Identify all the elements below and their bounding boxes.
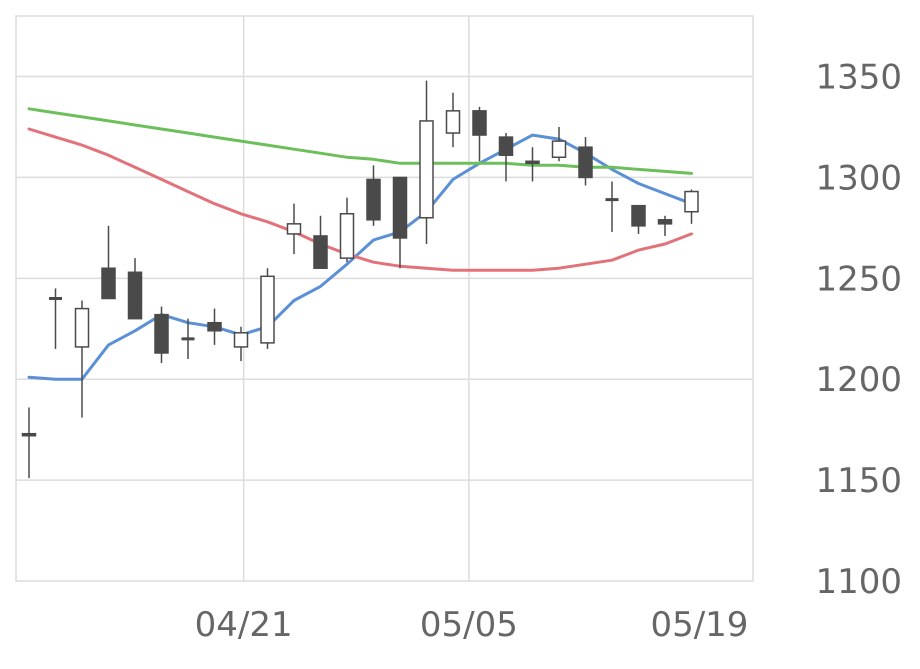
candle-4 bbox=[127, 258, 143, 320]
candle-15 bbox=[419, 80, 434, 245]
candle-1 bbox=[49, 288, 62, 349]
candle-body bbox=[233, 332, 249, 348]
candle-body bbox=[419, 120, 434, 219]
candlesticks bbox=[21, 80, 699, 479]
candle-body bbox=[21, 432, 37, 437]
candle-20 bbox=[551, 126, 567, 162]
series-line-1 bbox=[27, 127, 693, 272]
candle-6 bbox=[181, 318, 195, 360]
candle-body bbox=[154, 313, 169, 354]
candle-12 bbox=[339, 197, 355, 263]
candle-body bbox=[392, 176, 408, 239]
candle-body bbox=[657, 219, 673, 225]
candle-19 bbox=[525, 147, 540, 182]
candle-5 bbox=[154, 306, 169, 364]
candle-body bbox=[260, 275, 275, 344]
candle-body bbox=[498, 136, 514, 156]
y-tick-label: 1300 bbox=[815, 158, 902, 198]
y-tick-label: 1100 bbox=[815, 562, 902, 602]
y-tick-label: 1250 bbox=[815, 259, 902, 299]
candle-23 bbox=[631, 204, 646, 234]
y-axis-labels: 1350 1300 1250 1200 1150 1100 bbox=[815, 58, 902, 602]
candle-body bbox=[339, 213, 355, 259]
candle-22 bbox=[605, 181, 619, 232]
candle-body bbox=[49, 297, 62, 300]
candle-2 bbox=[74, 300, 90, 418]
candle-14 bbox=[392, 176, 408, 269]
candle-body bbox=[181, 337, 195, 341]
candle-24 bbox=[657, 215, 673, 236]
candle-body bbox=[366, 178, 381, 221]
candle-body bbox=[551, 140, 567, 159]
candle-body bbox=[127, 271, 143, 320]
candle-11 bbox=[313, 215, 328, 269]
candle-body bbox=[631, 204, 646, 227]
y-tick-label: 1350 bbox=[815, 58, 902, 98]
candle-body bbox=[445, 110, 461, 134]
candle-body bbox=[207, 321, 222, 332]
x-axis-labels: 04/21 05/05 05/19 bbox=[195, 605, 749, 645]
candle-body bbox=[313, 235, 328, 269]
candle-body bbox=[101, 267, 116, 300]
candle-25 bbox=[684, 189, 699, 224]
candle-7 bbox=[207, 308, 222, 345]
candle-18 bbox=[498, 133, 514, 182]
candle-8 bbox=[233, 326, 249, 362]
y-tick-label: 1200 bbox=[815, 360, 902, 400]
candle-0 bbox=[21, 407, 37, 479]
candle-body bbox=[472, 110, 487, 136]
x-tick-label: 04/21 bbox=[195, 605, 293, 645]
candle-16 bbox=[445, 92, 461, 148]
candle-body bbox=[286, 223, 302, 235]
plot-area bbox=[15, 15, 754, 582]
y-tick-label: 1150 bbox=[815, 461, 902, 501]
candle-body bbox=[684, 190, 699, 213]
x-tick-label: 05/05 bbox=[420, 605, 518, 645]
candle-body bbox=[578, 146, 593, 179]
candle-13 bbox=[366, 165, 381, 226]
candle-9 bbox=[260, 268, 275, 349]
candle-body bbox=[605, 198, 619, 202]
candle-21 bbox=[578, 137, 593, 186]
candle-17 bbox=[472, 106, 487, 162]
candle-body bbox=[525, 160, 540, 165]
candle-body bbox=[74, 307, 90, 348]
x-tick-label: 05/19 bbox=[650, 605, 748, 645]
candle-3 bbox=[101, 225, 116, 300]
candle-10 bbox=[286, 203, 302, 255]
